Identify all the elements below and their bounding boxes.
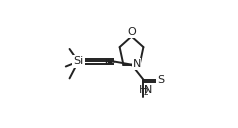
Text: Si: Si	[73, 56, 84, 66]
Text: N: N	[133, 59, 141, 69]
Text: 2: 2	[143, 88, 148, 97]
Text: O: O	[127, 27, 136, 37]
Text: N: N	[144, 85, 152, 95]
Text: S: S	[157, 75, 164, 85]
Text: H: H	[139, 85, 148, 95]
